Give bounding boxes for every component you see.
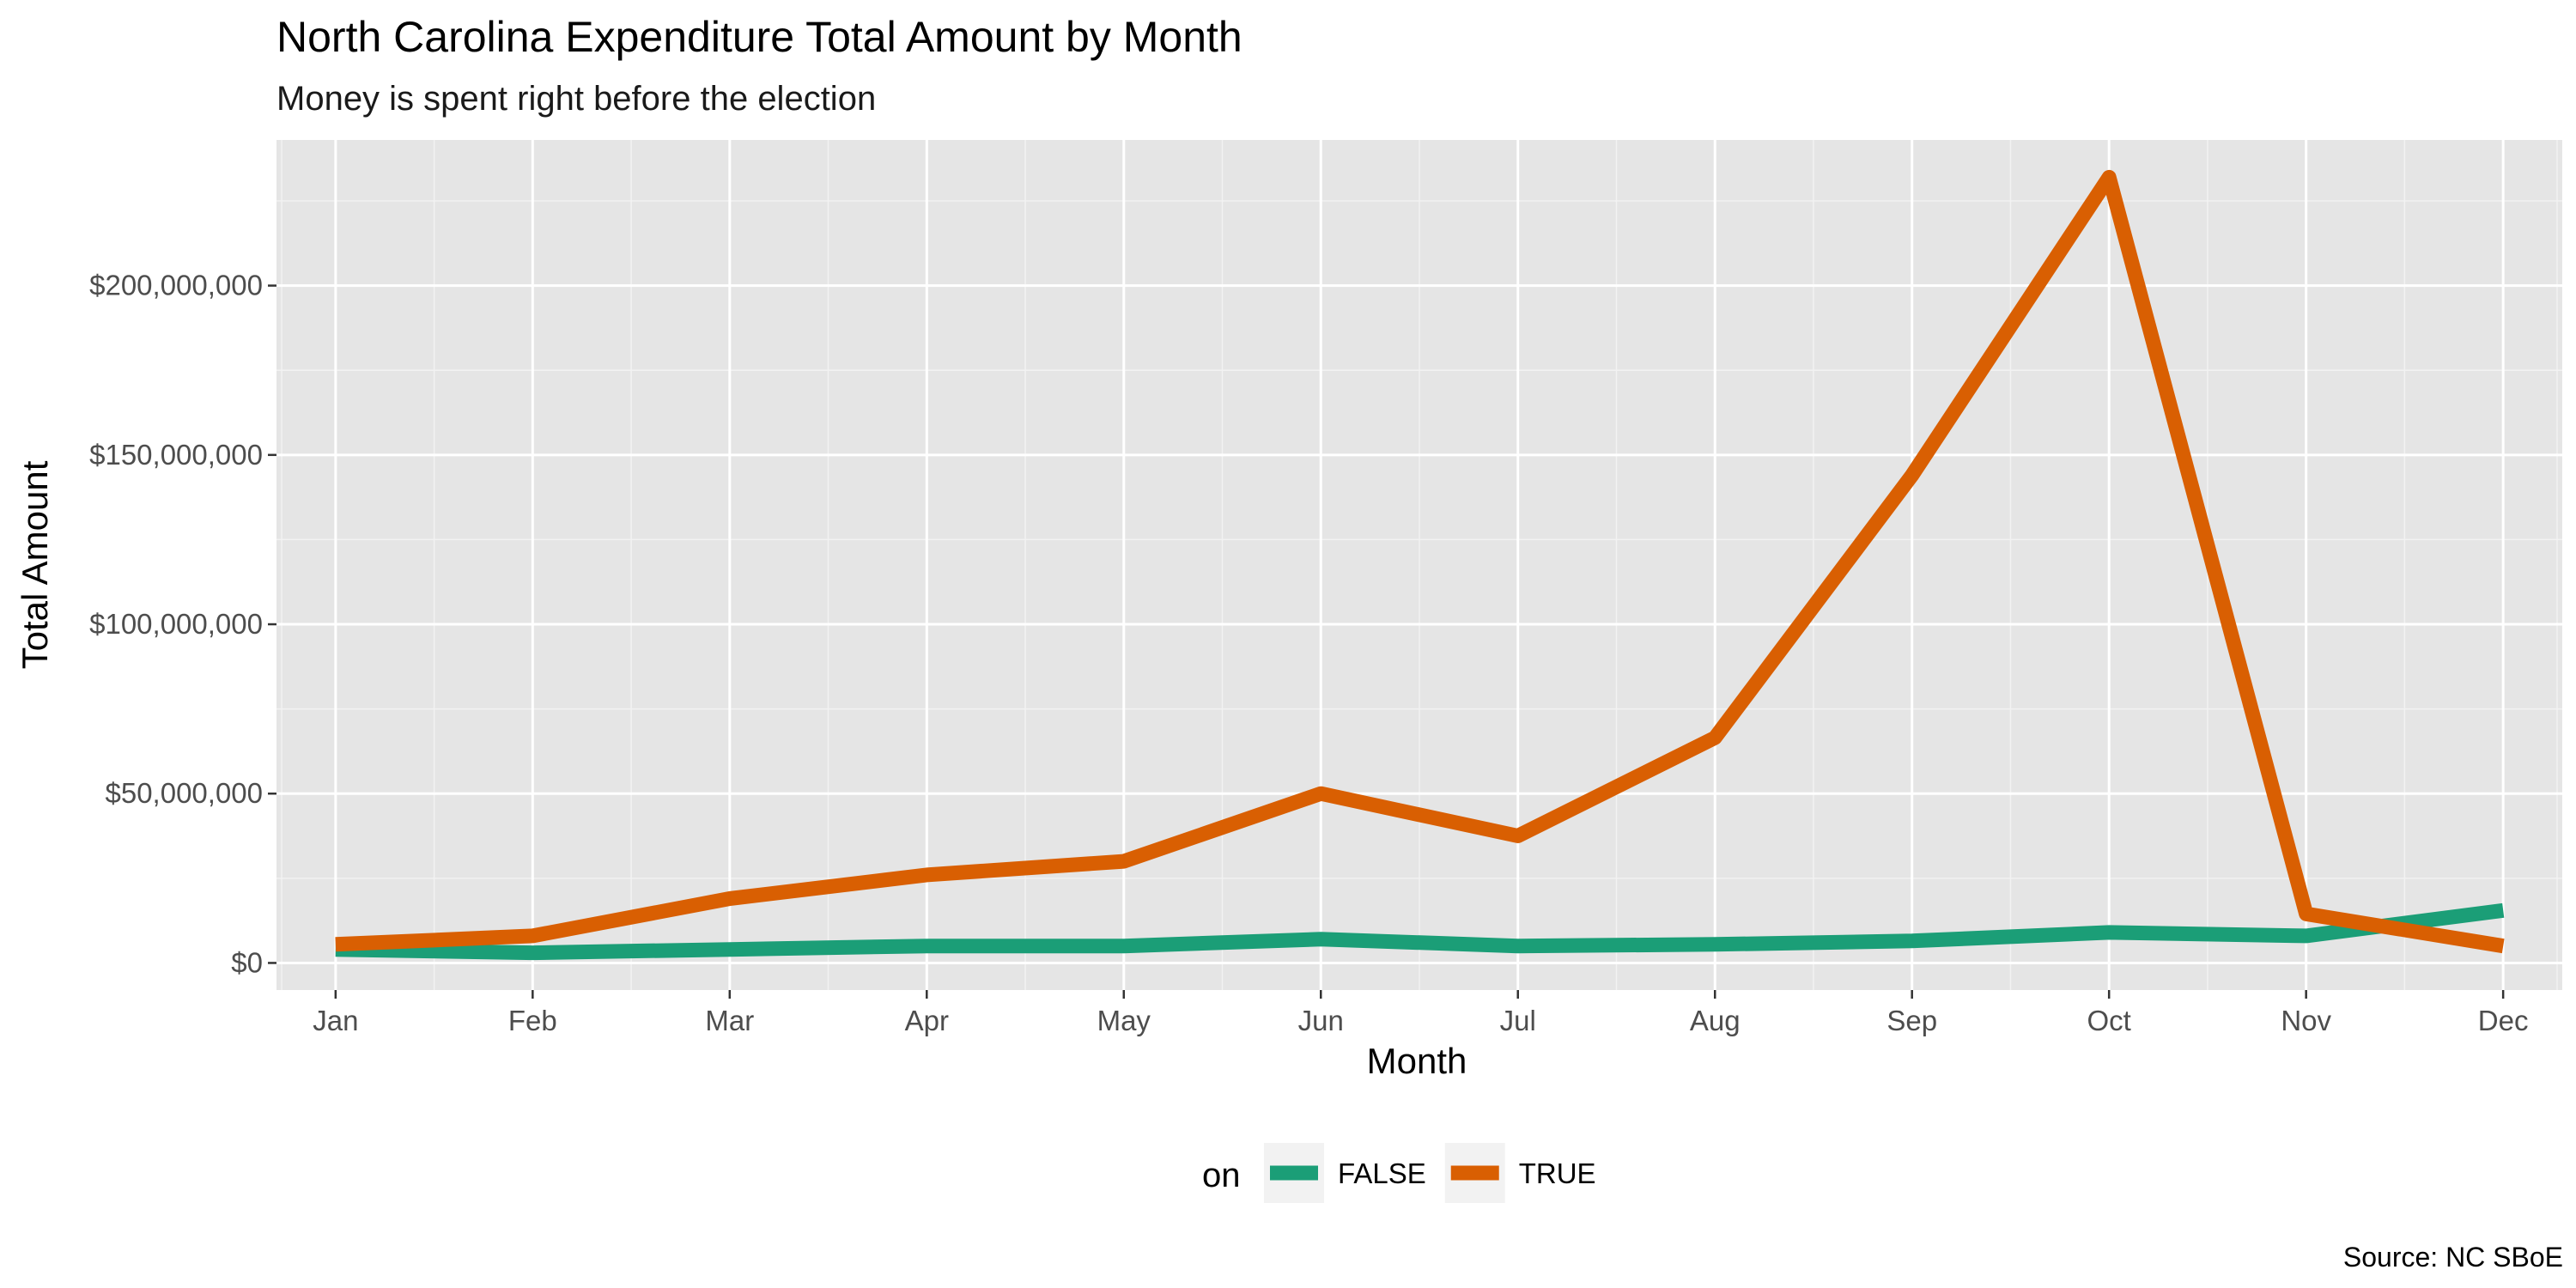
legend: on FALSE TRUE xyxy=(1202,1143,1596,1203)
x-tick-label: Nov xyxy=(2281,1005,2331,1036)
x-tick-label: Apr xyxy=(905,1005,949,1036)
x-tick-label: Dec xyxy=(2478,1005,2529,1036)
y-tick-label: $100,000,000 xyxy=(89,608,263,640)
y-axis: $0 $50,000,000 $100,000,000 $150,000,000 $20… xyxy=(89,270,276,978)
legend-title: on xyxy=(1202,1157,1241,1194)
chart-subtitle: Money is spent right before the election xyxy=(276,80,876,118)
x-tick-label: Feb xyxy=(508,1005,557,1036)
x-tick-label: Jul xyxy=(1500,1005,1536,1036)
x-axis-title: Month xyxy=(1367,1041,1467,1081)
series-line-false xyxy=(335,902,2505,961)
x-tick-label: May xyxy=(1097,1005,1151,1036)
y-tick-label: $50,000,000 xyxy=(105,777,263,809)
chart-title: North Carolina Expenditure Total Amount … xyxy=(276,13,1242,61)
x-tick-label: Sep xyxy=(1886,1005,1937,1036)
legend-label-true: TRUE xyxy=(1519,1157,1596,1189)
chart-caption: Source: NC SBoE xyxy=(2343,1242,2563,1273)
y-tick-label: $150,000,000 xyxy=(89,439,263,471)
x-tick-label: Jan xyxy=(313,1005,358,1036)
legend-items: FALSE TRUE xyxy=(1264,1143,1596,1203)
y-tick-label: $0 xyxy=(231,946,263,978)
x-tick-label: Aug xyxy=(1690,1005,1741,1036)
x-tick-label: Mar xyxy=(705,1005,754,1036)
x-tick-label: Jun xyxy=(1298,1005,1344,1036)
series-line-true xyxy=(335,169,2505,954)
series-lines xyxy=(335,169,2505,961)
x-tick-label: Oct xyxy=(2087,1005,2131,1036)
major-gridlines xyxy=(276,140,2562,990)
y-axis-title: Total Amount xyxy=(15,460,55,669)
legend-label-false: FALSE xyxy=(1338,1157,1426,1189)
y-tick-label: $200,000,000 xyxy=(89,270,263,301)
x-axis: Jan Feb Mar Apr May Jun Jul Aug Sep Oct Nov Dec xyxy=(313,990,2528,1036)
